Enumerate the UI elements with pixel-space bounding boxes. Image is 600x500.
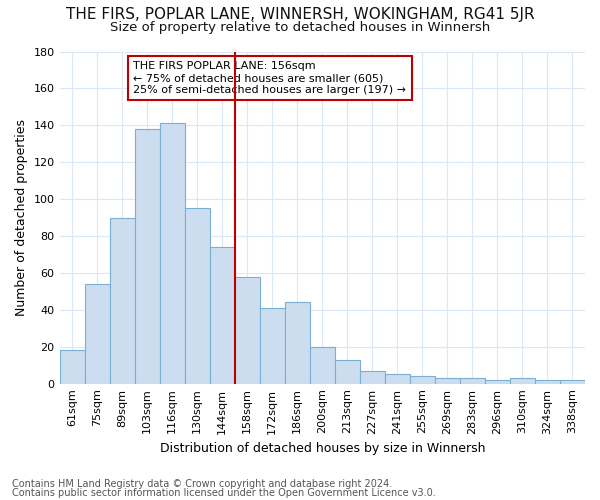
Bar <box>435 378 460 384</box>
Text: Contains public sector information licensed under the Open Government Licence v3: Contains public sector information licen… <box>12 488 436 498</box>
X-axis label: Distribution of detached houses by size in Winnersh: Distribution of detached houses by size … <box>160 442 485 455</box>
Bar <box>535 380 560 384</box>
Bar <box>185 208 209 384</box>
Text: THE FIRS POPLAR LANE: 156sqm
← 75% of detached houses are smaller (605)
25% of s: THE FIRS POPLAR LANE: 156sqm ← 75% of de… <box>133 62 406 94</box>
Bar <box>485 380 510 384</box>
Bar <box>285 302 310 384</box>
Bar <box>134 129 160 384</box>
Bar <box>59 350 85 384</box>
Y-axis label: Number of detached properties: Number of detached properties <box>15 119 28 316</box>
Bar <box>460 378 485 384</box>
Bar <box>360 371 385 384</box>
Text: Size of property relative to detached houses in Winnersh: Size of property relative to detached ho… <box>110 21 490 34</box>
Bar <box>260 308 285 384</box>
Bar <box>235 276 260 384</box>
Bar <box>110 218 134 384</box>
Bar <box>510 378 535 384</box>
Bar <box>385 374 410 384</box>
Bar <box>209 247 235 384</box>
Text: Contains HM Land Registry data © Crown copyright and database right 2024.: Contains HM Land Registry data © Crown c… <box>12 479 392 489</box>
Bar <box>410 376 435 384</box>
Bar <box>85 284 110 384</box>
Bar <box>560 380 585 384</box>
Bar <box>335 360 360 384</box>
Bar <box>160 124 185 384</box>
Bar <box>310 347 335 384</box>
Text: THE FIRS, POPLAR LANE, WINNERSH, WOKINGHAM, RG41 5JR: THE FIRS, POPLAR LANE, WINNERSH, WOKINGH… <box>65 8 535 22</box>
